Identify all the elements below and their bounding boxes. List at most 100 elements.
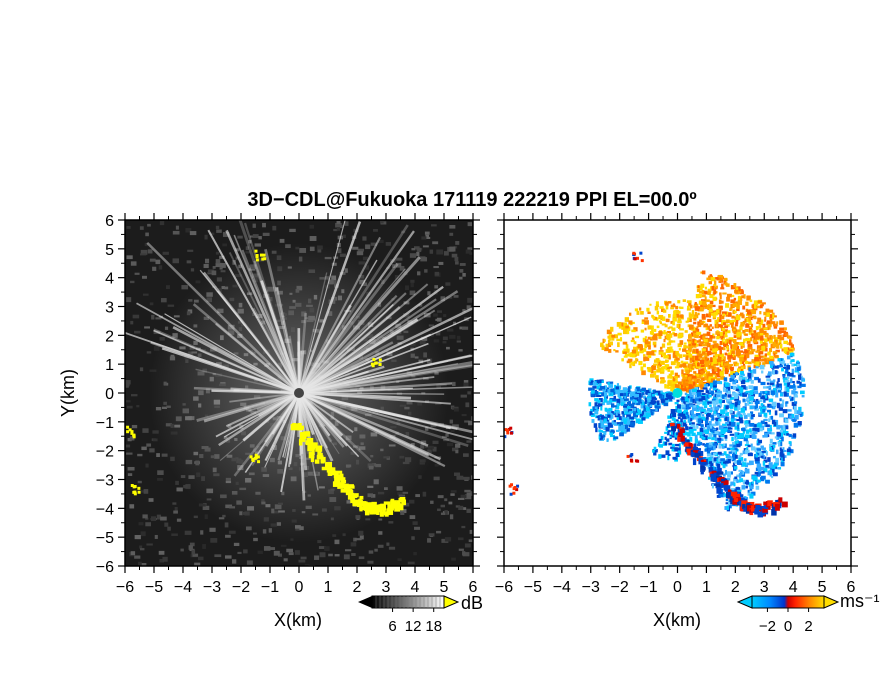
right-velocity-pixel <box>796 410 802 415</box>
right-velocity-pixel <box>718 444 722 449</box>
left-radial-spoke <box>298 364 473 395</box>
left-noise-speck <box>142 275 147 279</box>
right-velocity-pixel <box>780 425 785 430</box>
right-velocity-pixel <box>701 344 706 347</box>
right-velocity-pixel <box>730 471 733 475</box>
right-velocity-pixel <box>723 321 729 324</box>
right-velocity-pixel <box>648 409 651 414</box>
left-radial-spoke <box>298 318 419 395</box>
right-velocity-pixel <box>698 415 701 419</box>
right-velocity-pixel <box>663 401 669 407</box>
left-yellow-echo-pixel <box>308 451 315 459</box>
right-velocity-pixel <box>732 445 736 450</box>
right-velocity-pixel <box>776 424 781 430</box>
right-velocity-pixel <box>733 335 737 338</box>
left-radial-spoke <box>218 391 300 447</box>
left-noise-speck <box>436 530 442 534</box>
left-yellow-spot-pixel <box>372 357 376 361</box>
right-velocity-pixel <box>718 319 722 323</box>
right-velocity-pixel <box>763 327 768 330</box>
left-noise-speck <box>187 249 194 252</box>
right-velocity-pixel <box>724 434 728 439</box>
left-noise-speck <box>457 497 465 500</box>
right-velocity-pixel <box>772 442 777 445</box>
right-velocity-pixel <box>608 381 614 384</box>
right-velocity-pixel <box>732 352 735 357</box>
right-velocity-pixel <box>672 457 678 460</box>
right-velocity-pixel <box>760 455 764 458</box>
left-noise-speck <box>147 249 153 254</box>
left-yellow-spot-pixel <box>371 364 375 368</box>
right-velocity-pixel <box>689 313 695 317</box>
right-velocity-pixel <box>708 281 712 285</box>
right-velocity-spot-pixel <box>515 488 519 492</box>
left-noise-speck <box>126 400 131 403</box>
left-noise-speck <box>228 530 236 534</box>
right-velocity-pixel <box>783 340 789 345</box>
right-velocity-pixel <box>788 446 791 450</box>
right-velocity-pixel <box>666 431 670 436</box>
right-velocity-pixel <box>786 376 790 380</box>
right-velocity-pixel <box>606 439 609 442</box>
right-velocity-pixel <box>709 274 713 277</box>
right-velocity-pixel <box>730 490 735 493</box>
right-velocity-pixel <box>750 416 754 420</box>
right-velocity-pixel <box>679 306 684 310</box>
right-velocity-pixel <box>722 464 726 469</box>
left-noise-speck <box>184 530 192 535</box>
right-velocity-pixel <box>687 339 692 342</box>
left-noise-speck <box>440 512 446 515</box>
right-velocity-pixel <box>690 410 694 415</box>
left-yellow-echo-pixel <box>321 466 328 471</box>
right-velocity-pixel <box>650 368 654 374</box>
right-velocity-pixel <box>707 318 712 323</box>
right-velocity-pixel <box>723 461 726 464</box>
right-velocity-pixel <box>736 427 740 432</box>
left-noise-speck <box>126 444 131 448</box>
left-noise-speck <box>450 490 457 493</box>
left-noise-speck <box>215 259 221 264</box>
right-velocity-pixel <box>665 438 669 441</box>
right-velocity-band-pixel <box>738 500 743 506</box>
right-velocity-pixel <box>672 412 677 418</box>
right-velocity-pixel <box>664 383 667 389</box>
right-colorbar-bar <box>751 595 825 609</box>
left-noise-speck <box>127 473 133 477</box>
right-velocity-pixel <box>730 371 736 376</box>
left-noise-speck <box>460 394 467 398</box>
right-velocity-pixel <box>618 416 622 421</box>
right-velocity-pixel <box>605 413 609 418</box>
right-velocity-pixel <box>643 407 648 413</box>
right-velocity-pixel <box>725 458 730 462</box>
right-velocity-pixel <box>620 430 624 435</box>
right-velocity-pixel <box>722 313 725 317</box>
right-velocity-pixel <box>754 456 760 462</box>
right-velocity-pixel <box>665 426 669 431</box>
right-velocity-pixel <box>673 447 676 451</box>
right-velocity-pixel <box>635 349 638 355</box>
right-velocity-pixel <box>786 363 790 366</box>
right-velocity-pixel <box>736 460 742 465</box>
right-velocity-pixel <box>641 392 645 396</box>
left-radial-spoke <box>274 392 300 441</box>
right-velocity-pixel <box>700 334 704 340</box>
right-velocity-pixel <box>715 322 719 328</box>
left-noise-speck <box>143 489 149 494</box>
left-noise-speck <box>378 518 383 521</box>
right-velocity-pixel <box>747 413 752 417</box>
left-noise-speck <box>262 232 270 237</box>
left-noise-speck <box>417 271 421 276</box>
left-yellow-echo-pixel <box>292 422 297 428</box>
left-radial-spoke <box>298 294 398 394</box>
right-velocity-pixel <box>660 368 665 372</box>
right-velocity-pixel <box>667 415 672 419</box>
right-velocity-pixel <box>667 386 673 389</box>
right-velocity-pixel <box>712 445 716 450</box>
right-velocity-pixel <box>755 467 760 471</box>
right-velocity-pixel <box>767 431 772 435</box>
right-velocity-pixel <box>736 443 741 448</box>
right-velocity-pixel <box>708 373 713 378</box>
left-noise-speck <box>172 258 180 264</box>
right-velocity-pixel <box>734 401 738 407</box>
right-velocity-pixel <box>624 317 629 322</box>
